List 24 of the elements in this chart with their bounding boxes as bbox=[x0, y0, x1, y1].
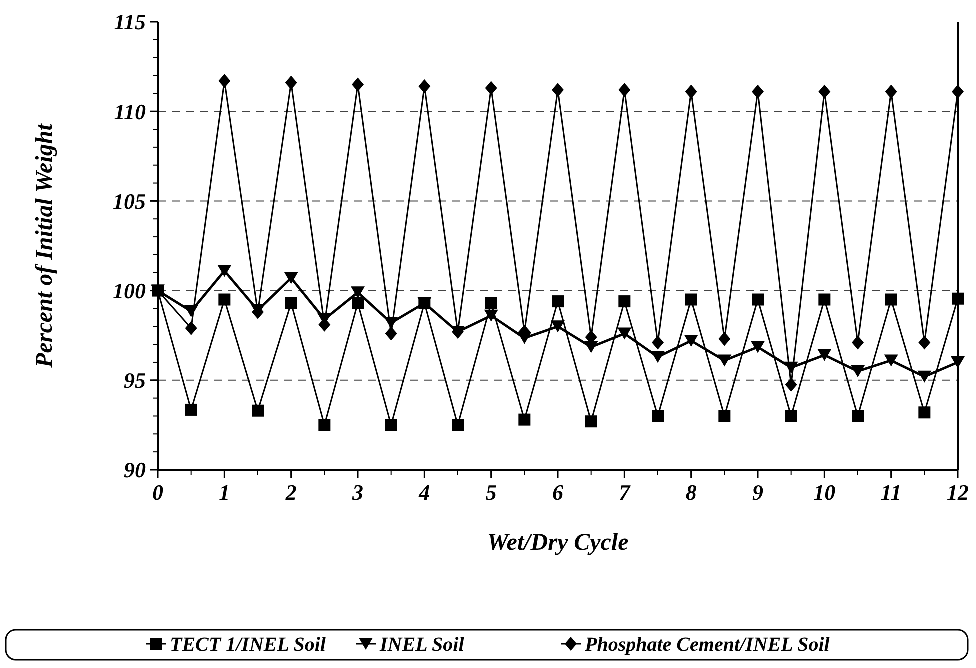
x-tick-label: 6 bbox=[552, 480, 564, 505]
x-tick-label: 5 bbox=[486, 480, 497, 505]
y-tick-label: 110 bbox=[114, 99, 146, 124]
x-tick-label: 12 bbox=[947, 480, 969, 505]
y-tick-label: 105 bbox=[113, 188, 146, 214]
x-tick-label: 7 bbox=[619, 480, 632, 505]
y-tick-label: 90 bbox=[124, 458, 146, 483]
x-tick-label: 4 bbox=[418, 480, 430, 505]
legend-label: INEL Soil bbox=[379, 634, 465, 656]
y-tick-label: 100 bbox=[113, 278, 146, 304]
x-tick-label: 2 bbox=[284, 480, 297, 505]
y-tick-label: 115 bbox=[114, 10, 146, 35]
legend-label: Phosphate Cement/INEL Soil bbox=[584, 634, 830, 656]
legend-label: TECT 1/INEL Soil bbox=[170, 634, 326, 656]
x-tick-label: 1 bbox=[219, 480, 230, 505]
x-tick-label: 0 bbox=[152, 480, 164, 505]
x-tick-label: 10 bbox=[814, 480, 836, 505]
x-axis-title: Wet/Dry Cycle bbox=[487, 530, 630, 556]
x-tick-label: 8 bbox=[686, 480, 697, 505]
y-tick-label: 95 bbox=[124, 368, 146, 394]
x-tick-label: 3 bbox=[352, 480, 364, 505]
x-tick-label: 11 bbox=[880, 480, 902, 505]
y-axis-title: Percent of Initial Weight bbox=[32, 122, 58, 369]
x-tick-label: 9 bbox=[752, 480, 764, 505]
